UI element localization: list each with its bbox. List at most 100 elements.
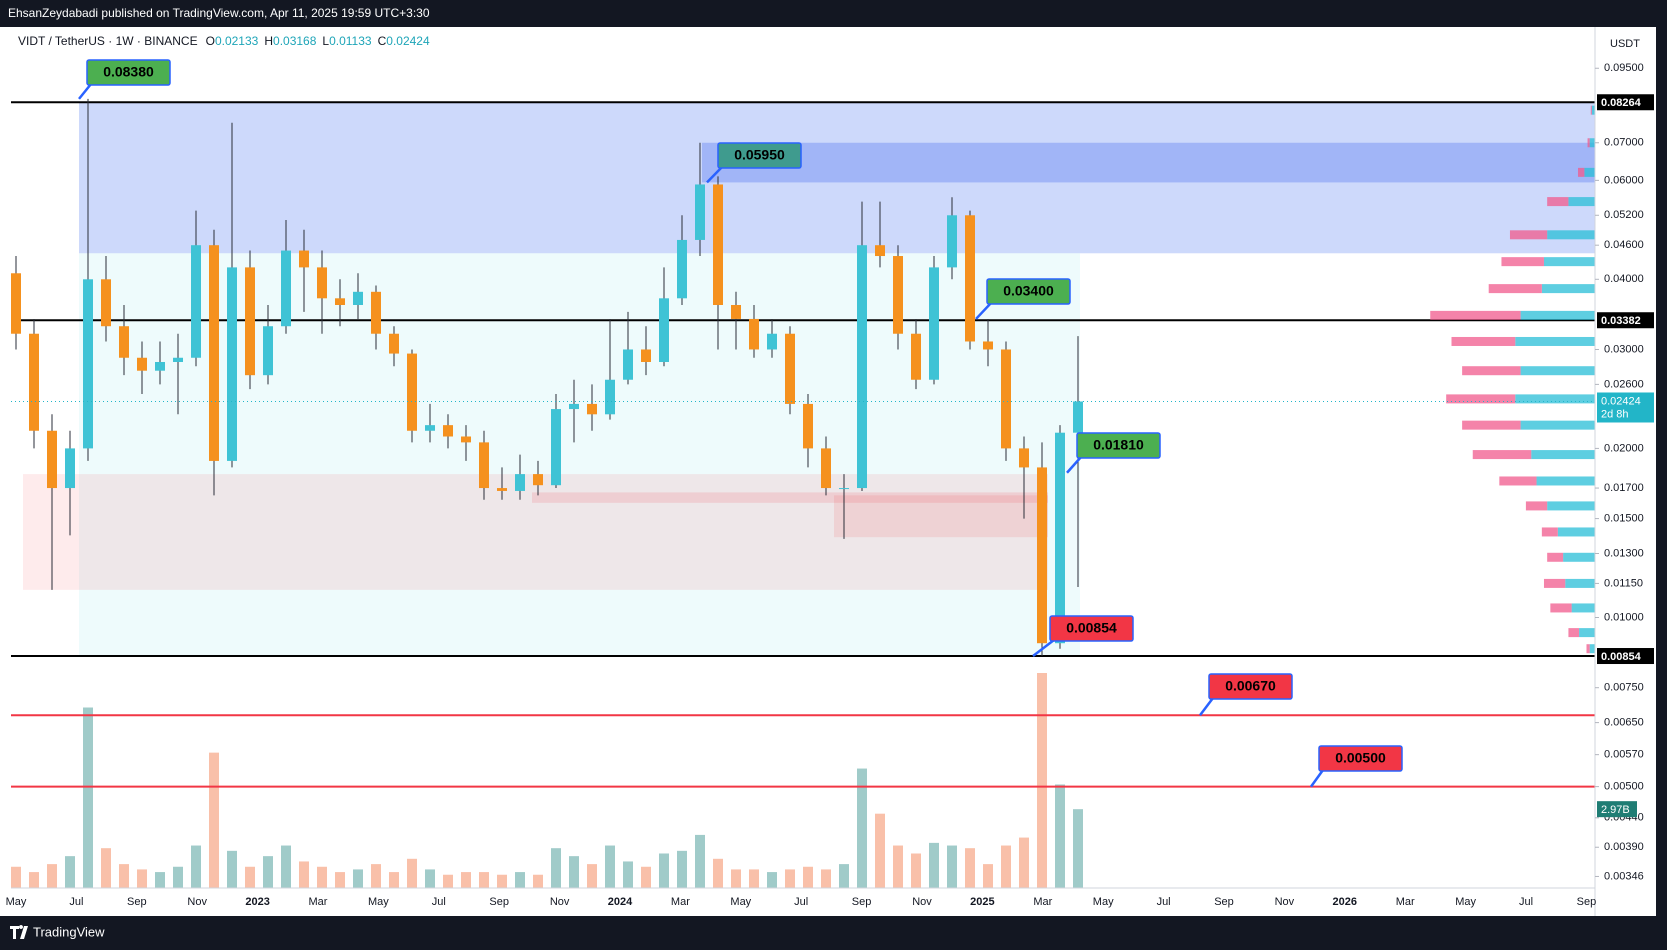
volume-bar	[407, 858, 417, 888]
volume-bar	[515, 872, 525, 888]
candle-body	[29, 333, 39, 431]
candle-body	[227, 267, 237, 461]
candle-body	[335, 298, 345, 305]
profile-up	[1515, 336, 1595, 346]
candle-body	[1019, 448, 1029, 468]
callout-box	[1076, 432, 1161, 459]
candle-body	[407, 353, 417, 431]
volume-bar	[263, 856, 273, 888]
callout-pointer	[78, 83, 92, 100]
candle-body	[677, 239, 687, 299]
candle-body	[371, 291, 381, 334]
volume-bar	[551, 848, 561, 888]
brand-name: TradingView	[33, 924, 105, 939]
x-tick-label: Sep	[489, 896, 509, 908]
ohlc-value: 0.01133	[329, 34, 372, 48]
x-tick-label: May	[1093, 896, 1114, 908]
volume-bar	[893, 845, 903, 888]
price-tag-label: 0.02424	[1601, 395, 1641, 407]
level-tag	[1597, 94, 1654, 111]
candle-body	[965, 215, 975, 342]
volume-bar	[11, 866, 21, 888]
level-tag-label: 0.03382	[1601, 315, 1641, 327]
volume-bar	[119, 864, 129, 888]
price-zone	[23, 474, 1048, 590]
candle-body	[191, 245, 201, 358]
x-tick-label: Mar	[1033, 896, 1052, 908]
price-zone	[702, 142, 1595, 183]
level-tag	[1597, 648, 1654, 665]
callout-pointer	[1309, 769, 1325, 788]
callout-label: 0.05950	[734, 147, 785, 163]
profile-down	[1446, 394, 1516, 404]
x-tick-label: Jul	[69, 896, 83, 908]
level-tag-label: 0.00854	[1601, 651, 1642, 663]
profile-up	[1589, 138, 1595, 148]
volume-bar	[1001, 845, 1011, 888]
profile-down	[1525, 501, 1548, 511]
candle-body	[893, 256, 903, 334]
x-tick-label: Sep	[852, 896, 872, 908]
volume-bar	[875, 813, 885, 888]
candle-body	[749, 318, 759, 350]
y-tick-label: 0.01500	[1604, 512, 1644, 524]
callout-box	[986, 278, 1071, 305]
profile-up	[1557, 527, 1595, 537]
x-tick-label: 2025	[970, 896, 994, 908]
candle-body	[857, 245, 867, 489]
profile-up	[1520, 310, 1595, 320]
publisher-header: EhsanZeydabadi published on TradingView.…	[8, 6, 430, 20]
profile-up	[1543, 257, 1595, 267]
candle-body	[353, 291, 363, 305]
y-tick-label: 0.05200	[1604, 209, 1644, 221]
candle-body	[785, 333, 795, 404]
level-tag-label: 0.08264	[1601, 97, 1642, 109]
profile-up	[1568, 197, 1595, 207]
volume-bar	[497, 874, 507, 888]
profile-down	[1547, 197, 1569, 207]
callout-pointer	[1199, 697, 1214, 716]
y-tick-label: 0.00650	[1604, 717, 1644, 729]
candle-body	[299, 250, 309, 268]
profile-up	[1547, 230, 1595, 240]
volume-bar	[155, 872, 165, 888]
currency-label: USDT	[1610, 38, 1640, 50]
volume-tag-label: 2.97B	[1601, 804, 1630, 816]
callout-label: 0.08380	[103, 64, 154, 80]
profile-up	[1571, 603, 1595, 613]
volume-bar	[353, 869, 363, 888]
candle-body	[695, 184, 705, 240]
candle-body	[281, 250, 291, 327]
ohlc-letter: H	[264, 34, 273, 48]
callout-label: 0.03400	[1003, 283, 1054, 299]
volume-bar	[677, 850, 687, 888]
volume-bar	[731, 869, 741, 888]
symbol-title: VIDT / TetherUS · 1W · BINANCE	[18, 34, 198, 48]
candle-body	[83, 279, 93, 449]
profile-down	[1501, 257, 1544, 267]
volume-bar	[785, 869, 795, 888]
volume-bar	[947, 845, 957, 888]
candle-body	[209, 245, 219, 461]
x-tick-label: May	[1455, 896, 1476, 908]
profile-down	[1430, 310, 1521, 320]
callout-label: 0.00500	[1335, 750, 1386, 766]
profile-down	[1587, 138, 1590, 148]
callout-box	[1208, 673, 1293, 700]
ohlc-value: 0.02424	[386, 34, 430, 48]
volume-bar	[101, 848, 111, 888]
volume-bar	[1037, 673, 1047, 888]
ohlc-letter: L	[322, 34, 329, 48]
profile-down	[1547, 552, 1564, 562]
x-tick-label: Mar	[1396, 896, 1415, 908]
volume-bar	[605, 845, 615, 888]
profile-down	[1509, 230, 1548, 240]
y-tick-label: 0.00750	[1604, 682, 1644, 694]
volume-bar	[1055, 784, 1065, 888]
callout-pointer	[706, 166, 723, 184]
profile-down	[1550, 603, 1572, 613]
volume-bar	[911, 853, 921, 888]
y-tick-label: 0.00346	[1604, 870, 1644, 882]
profile-up	[1589, 644, 1595, 654]
